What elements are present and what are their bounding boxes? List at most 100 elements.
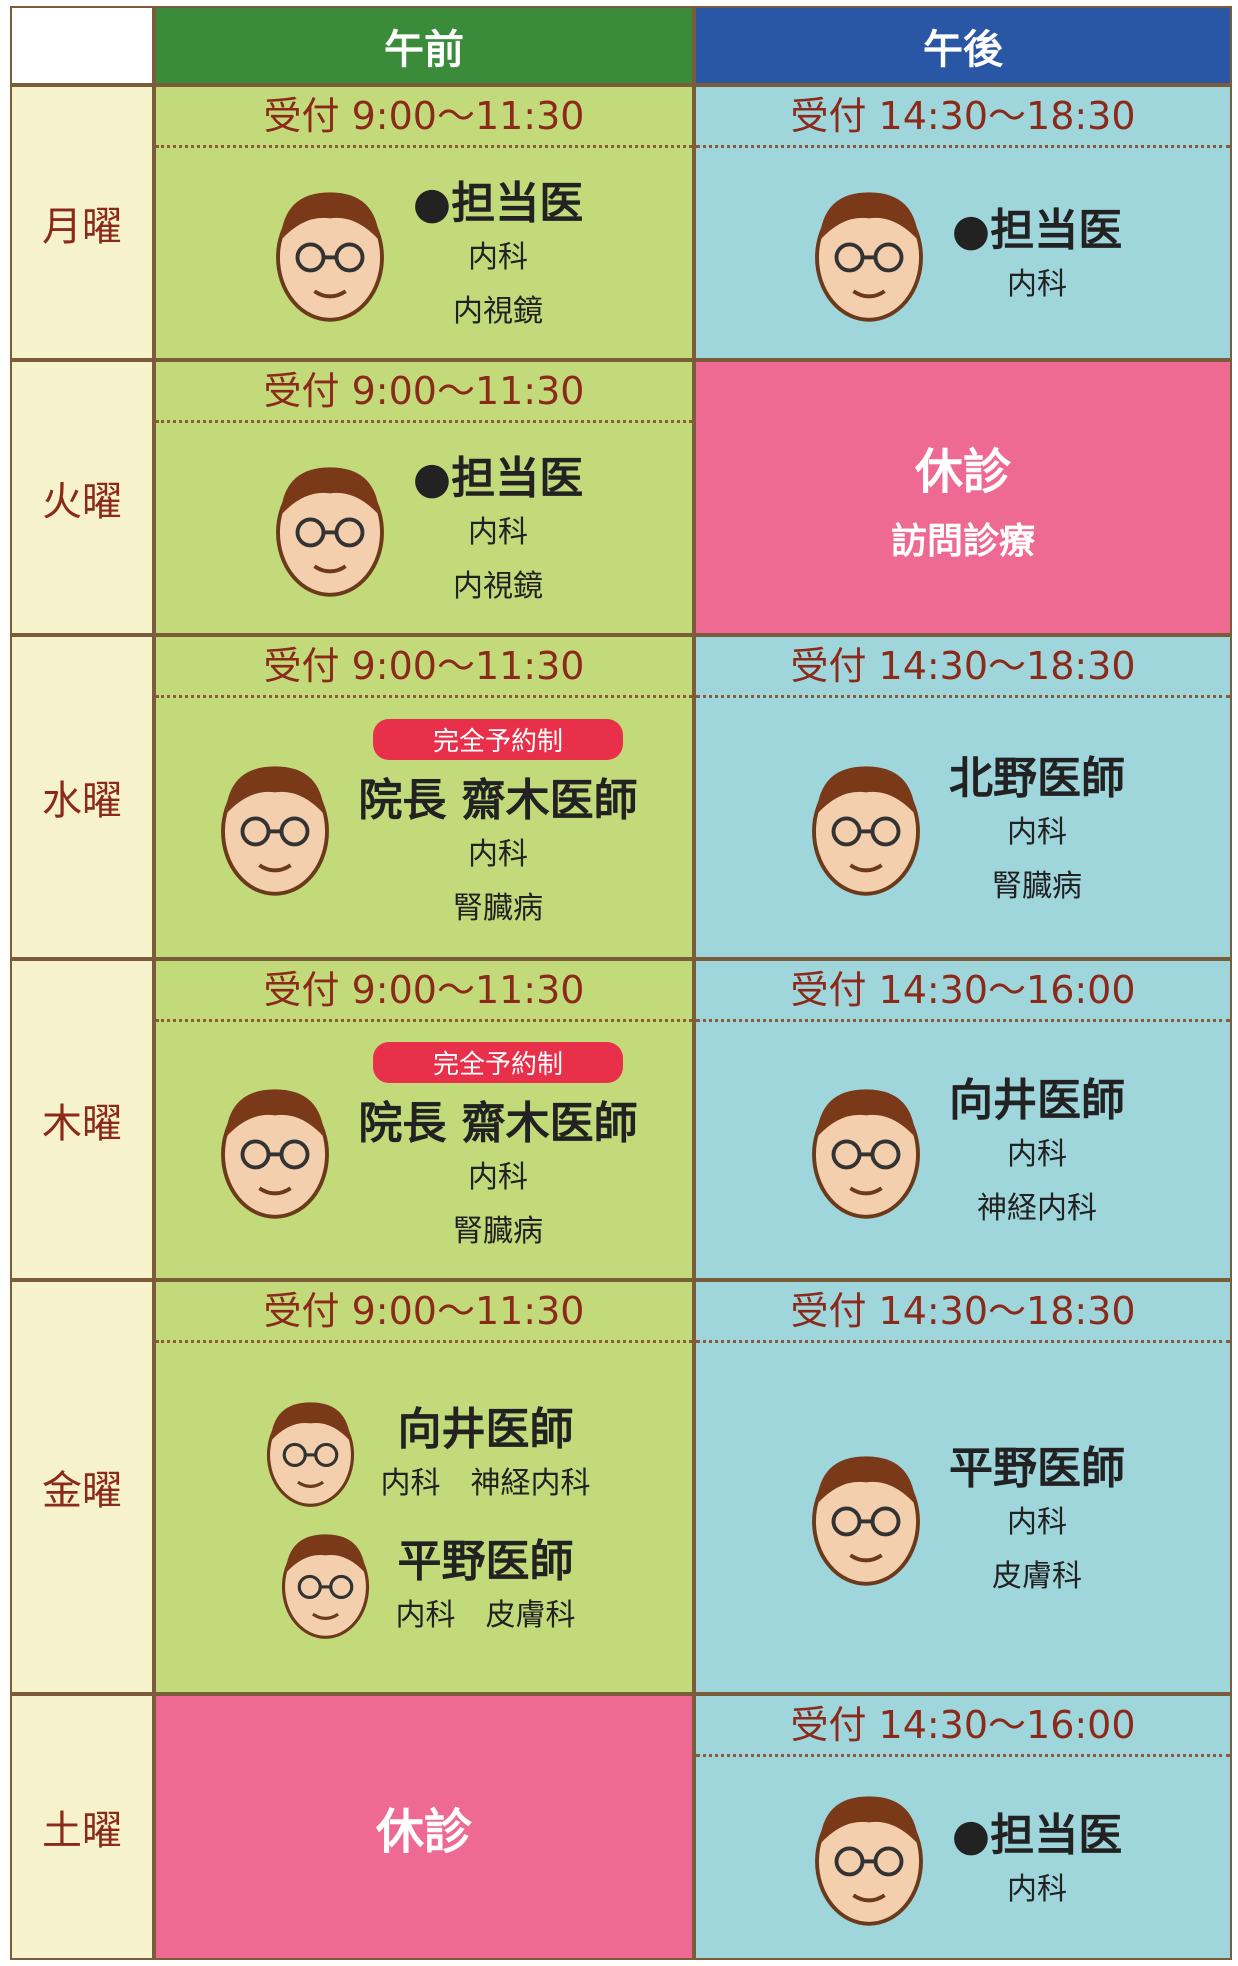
face-icon: [281, 1534, 369, 1639]
doctor: 北野医師 内科 腎臓病: [801, 742, 1125, 914]
schedule-cell: 受付 9:00〜11:30 完全予約制院長 齋木医師 内科 腎臓病: [154, 959, 694, 1280]
reservation-badge: 完全予約制: [372, 719, 623, 760]
schedule-cell: 受付 9:00〜11:30 ●担当医 内科 内視鏡: [154, 85, 694, 360]
departments: 内科 皮膚科: [992, 1496, 1082, 1604]
department: 内科: [1007, 1137, 1067, 1172]
department: 内科: [468, 515, 528, 550]
departments: 内科 内視鏡: [453, 231, 543, 339]
department: 内科: [395, 1597, 456, 1633]
doctor-list: 向井医師 内科 神経内科: [696, 1022, 1230, 1278]
reception-hours: 受付 14:30〜16:00: [696, 1696, 1230, 1757]
reception-hours: 受付 14:30〜18:30: [696, 637, 1230, 698]
department: 内科: [1007, 814, 1067, 850]
department: 内科: [1007, 1871, 1067, 1907]
doctor-list: 向井医師 内科 神経内科 平野医師 内科 皮膚科: [156, 1343, 692, 1692]
day-label: 水曜: [10, 635, 154, 959]
department: 内視鏡: [453, 569, 543, 604]
department: 内科: [468, 240, 528, 275]
departments: 内科: [1007, 258, 1067, 312]
doctor-info: 向井医師 内科 神経内科: [381, 1393, 591, 1511]
face-icon: [814, 1796, 923, 1926]
face-icon: [221, 766, 330, 896]
doctor-name: ●担当医: [412, 178, 584, 229]
reception-hours: 受付 9:00〜11:30: [156, 961, 692, 1022]
doctor-info: 向井医師 内科 神経内科: [949, 1064, 1125, 1236]
schedule-cell: 受付 14:30〜18:30 北野医師 内科 腎臓病: [694, 635, 1232, 959]
reservation-badge: 完全予約制: [372, 1041, 623, 1083]
department: 腎臓病: [992, 868, 1082, 904]
departments: 内科 腎臓病: [453, 828, 543, 936]
closed-cell: 休診 訪問診療: [694, 360, 1232, 635]
column-header: 午後: [694, 6, 1232, 85]
closed-note: 訪問診療: [890, 520, 1035, 562]
doctor-info: 平野医師 内科 皮膚科: [396, 1525, 576, 1643]
doctor-list: 完全予約制院長 齋木医師 内科 腎臓病: [156, 1022, 692, 1278]
doctor-name: 向井医師: [397, 1403, 574, 1455]
face-icon: [266, 1402, 354, 1507]
doctor: 向井医師 内科 神経内科: [258, 1393, 591, 1511]
department: 腎臓病: [452, 891, 543, 926]
doctor-info: ●担当医 内科: [952, 1799, 1122, 1917]
schedule-cell: 受付 14:30〜18:30 平野医師 内科 皮膚科: [694, 1280, 1232, 1694]
department: 内科: [467, 1159, 528, 1195]
reception-hours: 受付 14:30〜16:00: [696, 961, 1230, 1022]
reception-hours: 受付 9:00〜11:30: [156, 87, 692, 148]
doctor: ●担当医内科: [804, 182, 1122, 325]
department: 内科: [380, 1465, 441, 1501]
day-label: 月曜: [10, 85, 154, 360]
doctor-name: ●担当医: [412, 453, 584, 504]
doctor: 完全予約制院長 齋木医師 内科 腎臓病: [210, 1041, 638, 1259]
departments: 内科 神経内科: [977, 1128, 1097, 1236]
doctor: ●担当医内科内視鏡: [265, 442, 583, 614]
department: 皮膚科: [485, 1597, 576, 1633]
day-label: 火曜: [10, 360, 154, 635]
closed-label: 休診: [375, 1804, 472, 1860]
doctor-info: 平野医師 内科 皮膚科: [949, 1432, 1125, 1604]
departments: 内科 腎臓病: [453, 1151, 543, 1259]
department: 内科: [1007, 267, 1067, 302]
doctor: 平野医師 内科 皮膚科: [801, 1432, 1125, 1604]
doctor-info: 完全予約制院長 齋木医師内科腎臓病: [358, 719, 638, 936]
departments: 内科 皮膚科: [396, 1589, 576, 1643]
closed-label: 休診: [914, 443, 1011, 500]
doctor-name: ●担当医: [951, 205, 1123, 256]
doctor-list: ●担当医内科内視鏡: [156, 423, 692, 633]
day-label: 金曜: [10, 1280, 154, 1694]
reception-hours: 受付 14:30〜18:30: [696, 1282, 1230, 1343]
schedule-cell: 受付 14:30〜16:00 向井医師 内科 神経内科: [694, 959, 1232, 1280]
doctor: ●担当医 内科 内視鏡: [265, 167, 583, 339]
departments: 内科 神経内科: [381, 1457, 591, 1511]
doctor-info: ●担当医内科内視鏡: [413, 442, 583, 614]
schedule-cell: 受付 14:30〜18:30 ●担当医 内科: [694, 85, 1232, 360]
face-icon: [812, 766, 920, 896]
doctor-name: 院長 齋木医師: [358, 1097, 638, 1149]
schedule-cell: 受付 9:00〜11:30 向井医師 内科 神経内科 平野医師 内科 皮膚科: [154, 1280, 694, 1694]
face-icon: [221, 1088, 330, 1219]
reception-hours: 受付 9:00〜11:30: [156, 1282, 692, 1343]
reception-hours: 受付 9:00〜11:30: [156, 637, 692, 698]
doctor-info: 完全予約制院長 齋木医師 内科 腎臓病: [358, 1041, 638, 1259]
day-label: 土曜: [10, 1694, 154, 1960]
doctor-list: ●担当医 内科: [696, 1757, 1230, 1958]
face-icon: [812, 1088, 920, 1219]
doctor: ●担当医 内科: [804, 1786, 1122, 1929]
doctor-info: ●担当医 内科 内視鏡: [413, 167, 583, 339]
doctor-list: ●担当医内科: [696, 148, 1230, 358]
departments: 内科: [1007, 1863, 1067, 1917]
doctor-list: 完全予約制院長 齋木医師内科腎臓病: [156, 698, 692, 957]
schedule-cell: 受付 9:00〜11:30 完全予約制院長 齋木医師内科腎臓病: [154, 635, 694, 959]
department: 神経内科: [470, 1465, 591, 1501]
face-icon: [814, 191, 923, 322]
reception-hours: 受付 9:00〜11:30: [156, 362, 692, 423]
closed-cell: 休診: [154, 1694, 694, 1960]
doctor: 完全予約制院長 齋木医師内科腎臓病: [210, 719, 638, 936]
doctor: 平野医師 内科 皮膚科: [273, 1525, 576, 1643]
department: 内科: [467, 837, 528, 872]
schedule-cell: 受付 14:30〜16:00 ●担当医 内科: [694, 1694, 1232, 1960]
doctor-name: 院長 齋木医師: [358, 775, 638, 826]
department: 神経内科: [977, 1191, 1097, 1226]
department: 皮膚科: [992, 1558, 1082, 1594]
doctor-name: 平野医師: [397, 1535, 574, 1587]
department: 内科: [1007, 1504, 1067, 1540]
